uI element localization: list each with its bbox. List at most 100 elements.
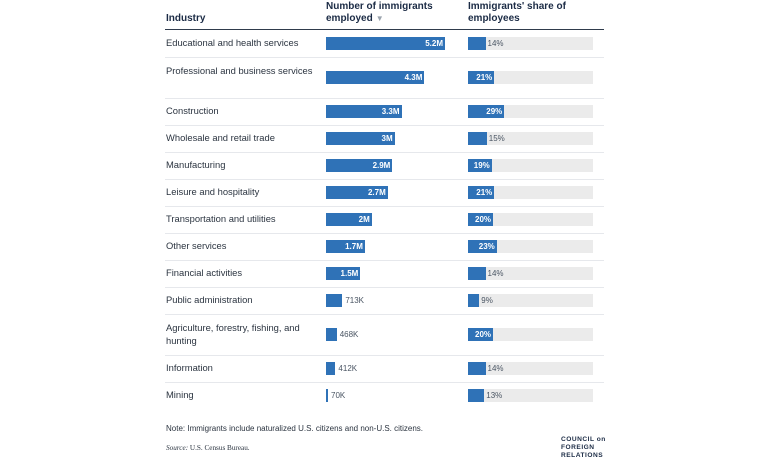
share-value: 14% bbox=[487, 269, 504, 278]
employed-bar bbox=[326, 37, 445, 50]
sort-down-icon[interactable]: ▼ bbox=[375, 14, 384, 23]
header-divider bbox=[165, 29, 604, 30]
employed-value: 2.9M bbox=[372, 161, 391, 170]
row-divider bbox=[165, 152, 604, 153]
employed-value: 412K bbox=[338, 364, 358, 373]
row-divider bbox=[165, 233, 604, 234]
share-value: 20% bbox=[475, 330, 492, 339]
industry-label: Professional and business services bbox=[166, 65, 313, 76]
employed-bar bbox=[326, 105, 402, 118]
share-value: 23% bbox=[478, 242, 495, 251]
share-bar bbox=[468, 267, 486, 280]
share-bar bbox=[468, 132, 487, 145]
share-track bbox=[468, 362, 593, 375]
employed-bar bbox=[326, 213, 372, 226]
row-divider bbox=[165, 287, 604, 288]
industry-label: Transportation and utilities bbox=[166, 213, 276, 225]
industry-label: Leisure and hospitality bbox=[166, 186, 260, 198]
employed-bar bbox=[326, 294, 343, 307]
employed-value: 4.3M bbox=[404, 73, 423, 82]
header-industry: Industry bbox=[166, 13, 206, 24]
industry-label: Educational and health services bbox=[166, 37, 299, 49]
logo-line: FOREIGN bbox=[561, 444, 595, 451]
logo-line: COUNCIL on bbox=[561, 436, 606, 443]
share-track bbox=[468, 71, 593, 84]
row-divider bbox=[165, 125, 604, 126]
share-bar bbox=[468, 186, 495, 199]
share-bar bbox=[468, 71, 495, 84]
row-divider bbox=[165, 355, 604, 356]
row-divider bbox=[165, 314, 604, 315]
employed-value: 468K bbox=[339, 330, 359, 339]
share-bar bbox=[468, 105, 505, 118]
employed-value: 70K bbox=[331, 391, 346, 400]
share-bar bbox=[468, 213, 493, 226]
employed-bar bbox=[326, 389, 328, 402]
employed-bar bbox=[326, 159, 393, 172]
header-employed-label: Number of immigrants employed bbox=[326, 1, 433, 24]
share-value: 29% bbox=[486, 107, 503, 116]
chart-source: Source: U.S. Census Bureau. bbox=[166, 444, 250, 452]
employed-value: 1.7M bbox=[345, 242, 363, 251]
employed-bar bbox=[326, 186, 388, 199]
share-value: 21% bbox=[476, 73, 493, 82]
share-bar bbox=[468, 240, 497, 253]
share-bar bbox=[468, 389, 485, 402]
cfr-logo: COUNCIL on FOREIGN RELATIONS bbox=[561, 436, 606, 460]
share-value: 13% bbox=[486, 391, 503, 400]
share-value: 14% bbox=[487, 39, 504, 48]
share-value: 19% bbox=[473, 161, 490, 170]
share-track bbox=[468, 294, 593, 307]
share-track bbox=[468, 213, 593, 226]
row-divider bbox=[165, 206, 604, 207]
employed-value: 5.2M bbox=[425, 39, 443, 48]
source-text: U.S. Census Bureau. bbox=[189, 444, 250, 452]
share-value: 14% bbox=[487, 364, 504, 373]
employed-bar bbox=[326, 240, 365, 253]
share-value: 9% bbox=[481, 296, 493, 305]
share-bar bbox=[468, 294, 480, 307]
industry-label: Public administration bbox=[166, 294, 253, 306]
share-value: 15% bbox=[488, 134, 505, 143]
industry-label: Agriculture, forestry, fishing, and hunt… bbox=[166, 322, 300, 346]
row-divider bbox=[165, 179, 604, 180]
industry-label: Construction bbox=[166, 105, 219, 117]
share-track bbox=[468, 37, 593, 50]
source-label: Source: bbox=[166, 444, 189, 452]
share-track bbox=[468, 328, 593, 341]
share-bar bbox=[468, 37, 486, 50]
employed-value: 1.5M bbox=[340, 269, 359, 278]
industry-label: Other services bbox=[166, 240, 227, 252]
employed-value: 3.3M bbox=[381, 107, 400, 116]
employed-value: 2M bbox=[358, 215, 370, 224]
share-track bbox=[468, 389, 593, 402]
employed-bar bbox=[326, 71, 425, 84]
header-share: Immigrants' share of employees bbox=[468, 1, 566, 24]
share-track bbox=[468, 132, 593, 145]
share-track bbox=[468, 267, 593, 280]
share-bar bbox=[468, 362, 486, 375]
industry-label: Manufacturing bbox=[166, 159, 226, 171]
share-bar bbox=[468, 159, 492, 172]
share-value: 21% bbox=[476, 188, 493, 197]
employed-bar bbox=[326, 267, 361, 280]
industry-label: Wholesale and retail trade bbox=[166, 132, 275, 144]
header-employed[interactable]: Number of immigrants employed ▼ bbox=[326, 1, 446, 25]
employed-value: 713K bbox=[345, 296, 364, 305]
employed-bar bbox=[326, 132, 395, 145]
share-track bbox=[468, 240, 593, 253]
share-track bbox=[468, 186, 593, 199]
employed-bar bbox=[326, 362, 336, 375]
industry-label: Mining bbox=[166, 389, 194, 401]
share-bar bbox=[468, 328, 493, 341]
logo-line: RELATIONS bbox=[561, 452, 604, 459]
chart-note: Note: Immigrants include naturalized U.S… bbox=[166, 424, 424, 433]
employed-value: 2.7M bbox=[367, 188, 386, 197]
industry-label: Financial activities bbox=[166, 267, 243, 279]
row-divider bbox=[165, 98, 604, 99]
share-value: 20% bbox=[475, 215, 492, 224]
industry-label: Information bbox=[166, 362, 213, 374]
row-divider bbox=[165, 260, 604, 261]
employed-bar bbox=[326, 328, 337, 341]
